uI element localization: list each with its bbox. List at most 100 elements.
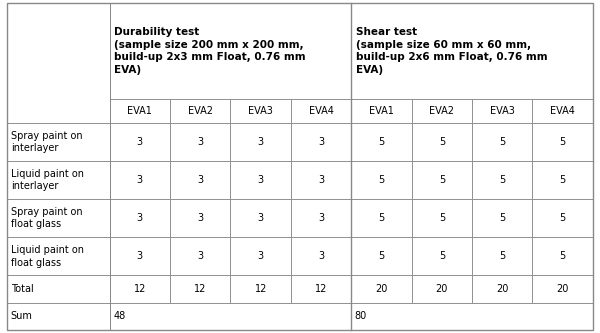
Text: EVA1: EVA1 [369,106,394,116]
Text: 5: 5 [439,251,445,261]
Text: Durability test
(sample size 200 mm x 200 mm,
build-up 2x3 mm Float, 0.76 mm
EVA: Durability test (sample size 200 mm x 20… [115,27,306,75]
Text: 3: 3 [318,251,324,261]
Bar [230,275,291,302]
Bar [230,99,291,123]
Bar [230,237,291,275]
Bar [7,161,110,199]
Text: 20: 20 [496,284,508,294]
Text: 3: 3 [137,213,143,223]
Text: 48: 48 [113,311,125,321]
Bar [351,123,412,161]
Text: 3: 3 [257,175,264,185]
Bar [472,99,532,123]
Text: 3: 3 [137,175,143,185]
Bar [351,161,412,199]
Text: Liquid paint on
float glass: Liquid paint on float glass [11,245,84,267]
Bar [170,123,230,161]
Text: 12: 12 [254,284,267,294]
Text: 5: 5 [379,175,385,185]
Bar [472,275,532,302]
Text: 5: 5 [559,137,566,147]
Bar [291,123,351,161]
Text: 20: 20 [375,284,388,294]
Text: 3: 3 [197,137,203,147]
Bar [532,199,593,237]
Text: 3: 3 [197,175,203,185]
Bar [291,161,351,199]
Text: 3: 3 [257,251,264,261]
Text: 5: 5 [379,137,385,147]
Text: 5: 5 [439,213,445,223]
Bar [412,199,472,237]
Text: 3: 3 [137,137,143,147]
Text: 3: 3 [197,213,203,223]
Bar [170,199,230,237]
Text: Spray paint on
float glass: Spray paint on float glass [11,207,82,229]
Text: 3: 3 [318,137,324,147]
Bar [412,275,472,302]
Bar [230,161,291,199]
Text: 12: 12 [315,284,327,294]
Bar [7,123,110,161]
Bar [230,123,291,161]
Bar [351,199,412,237]
Bar [532,237,593,275]
Bar [351,99,412,123]
Text: EVA1: EVA1 [127,106,152,116]
Bar [170,99,230,123]
Text: EVA4: EVA4 [308,106,334,116]
Text: Total: Total [11,284,34,294]
Bar [532,123,593,161]
Bar [472,199,532,237]
Bar [472,161,532,199]
Bar [351,302,593,330]
Text: 12: 12 [134,284,146,294]
Text: EVA4: EVA4 [550,106,575,116]
Text: 5: 5 [499,251,505,261]
Text: 5: 5 [499,175,505,185]
Text: 5: 5 [439,175,445,185]
Bar [351,237,412,275]
Text: 3: 3 [257,213,264,223]
Bar [110,199,170,237]
Text: EVA2: EVA2 [188,106,213,116]
Bar [532,275,593,302]
Bar [7,199,110,237]
Bar [110,237,170,275]
Bar [351,3,593,99]
Bar [412,99,472,123]
Bar [412,123,472,161]
Text: EVA2: EVA2 [430,106,454,116]
Bar [291,237,351,275]
Text: 3: 3 [137,251,143,261]
Bar [412,161,472,199]
Text: 5: 5 [499,213,505,223]
Text: Sum: Sum [11,311,32,321]
Bar [291,199,351,237]
Text: 3: 3 [318,213,324,223]
Text: 12: 12 [194,284,206,294]
Bar [230,199,291,237]
Bar [110,3,351,99]
Bar [110,123,170,161]
Bar [472,123,532,161]
Bar [291,275,351,302]
Text: EVA3: EVA3 [490,106,515,116]
Bar [291,99,351,123]
Text: 3: 3 [257,137,264,147]
Bar [412,237,472,275]
Text: 5: 5 [439,137,445,147]
Bar [7,302,110,330]
Text: Liquid paint on
interlayer: Liquid paint on interlayer [11,169,84,191]
Text: 5: 5 [499,137,505,147]
Text: 5: 5 [559,213,566,223]
Text: 3: 3 [197,251,203,261]
Bar [170,275,230,302]
Bar [110,99,170,123]
Text: EVA3: EVA3 [248,106,273,116]
Bar [532,161,593,199]
Bar [170,237,230,275]
Text: 80: 80 [355,311,367,321]
Bar [351,275,412,302]
Text: 3: 3 [318,175,324,185]
